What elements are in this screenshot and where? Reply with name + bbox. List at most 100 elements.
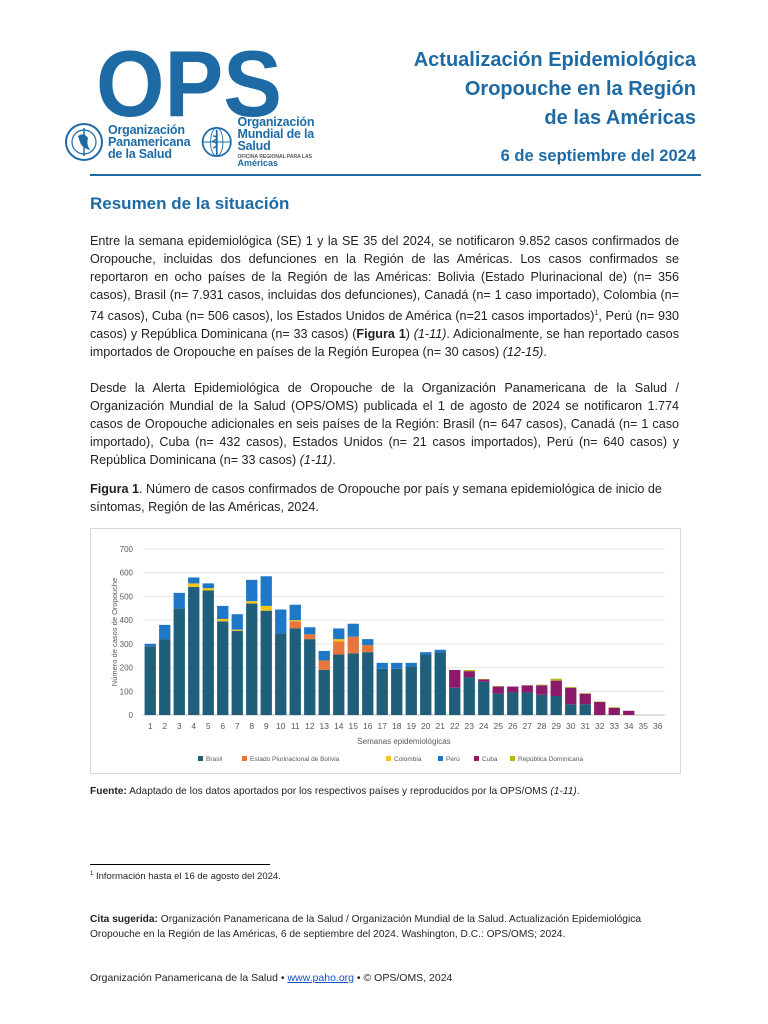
x-tick-label: 36: [653, 721, 663, 731]
bar-segment: [420, 654, 432, 715]
bar-segment: [347, 623, 359, 637]
bar-segment: [202, 583, 214, 589]
legend-swatch: [386, 756, 391, 761]
legend-swatch: [438, 756, 443, 761]
legend-label: Perú: [446, 756, 460, 763]
bar-segment: [463, 677, 475, 715]
x-tick-label: 21: [436, 721, 446, 731]
bar-segment: [304, 634, 316, 640]
bar-segment: [550, 678, 562, 681]
bar-segment: [536, 694, 548, 715]
bar-segment: [144, 643, 156, 647]
ops-logo: OPS: [96, 31, 282, 136]
x-tick-label: 17: [378, 721, 388, 731]
bar-segment: [275, 633, 287, 715]
bar-segment: [362, 639, 374, 646]
legend-label: República Dominicana: [518, 756, 583, 763]
x-tick-label: 13: [320, 721, 330, 731]
paho-website-link[interactable]: www.paho.org: [287, 972, 355, 984]
who-emblem-icon: [201, 127, 232, 157]
legend-label: Estado Plurinacional de Bolivia: [250, 756, 340, 763]
bar-segment: [246, 601, 258, 604]
bar-segment: [507, 686, 519, 693]
page-footer: Organización Panamericana de la Salud • …: [90, 972, 453, 984]
x-tick-label: 5: [206, 721, 211, 731]
x-tick-label: 30: [566, 721, 576, 731]
x-tick-label: 22: [450, 721, 460, 731]
bar-segment: [376, 662, 388, 669]
bar-segment: [260, 605, 272, 611]
figure-reference-link[interactable]: Figura 1: [356, 326, 406, 341]
x-axis-label: Semanas epidemiológicas: [357, 737, 450, 746]
bar-segment: [391, 668, 403, 715]
paragraph-2: Desde la Alerta Epidemiológica de Oropou…: [90, 381, 679, 467]
y-tick-label: 0: [129, 711, 134, 720]
bar-segment: [405, 666, 417, 715]
bar-segment: [347, 653, 359, 715]
legend-label: Brasil: [206, 756, 223, 763]
x-tick-label: 26: [508, 721, 518, 731]
x-tick-label: 29: [552, 721, 562, 731]
legend-swatch: [198, 756, 203, 761]
x-tick-label: 18: [392, 721, 402, 731]
x-tick-label: 34: [624, 721, 634, 731]
y-tick-label: 100: [120, 687, 134, 696]
bar-segment: [521, 692, 533, 715]
bar-segment: [304, 627, 316, 635]
document-date: 6 de septiembre del 2024: [500, 147, 696, 165]
y-axis-label: Número de casos de Oropouche: [110, 578, 119, 686]
x-tick-label: 12: [305, 721, 315, 731]
x-tick-label: 31: [581, 721, 591, 731]
bar-segment: [565, 687, 577, 688]
who-logo: Organización Mundial de la Salud OFICINA…: [200, 116, 340, 168]
bar-segment: [173, 592, 185, 609]
bar-segment: [144, 646, 156, 715]
bar-segment: [376, 668, 388, 715]
section-title: Resumen de la situación: [90, 194, 290, 213]
bar-segment: [420, 652, 432, 655]
bar-segment: [217, 605, 229, 619]
y-tick-label: 400: [120, 616, 134, 625]
bar-segment: [231, 629, 243, 631]
document-title: Actualización Epidemiológica Oropouche e…: [413, 49, 696, 129]
bar-segment: [260, 610, 272, 715]
y-tick-label: 300: [120, 640, 134, 649]
paragraph-1: Entre la semana epidemiológica (SE) 1 y …: [90, 234, 680, 359]
bar-segment: [188, 583, 200, 587]
bar-segment: [289, 628, 301, 715]
y-tick-label: 200: [120, 664, 134, 673]
bar-segment: [217, 621, 229, 715]
x-tick-label: 24: [479, 721, 489, 731]
bar-segment: [188, 577, 200, 584]
x-tick-label: 27: [523, 721, 533, 731]
bar-segment: [275, 609, 287, 634]
bar-segment: [565, 704, 577, 715]
bar-segment: [333, 641, 345, 655]
bar-segment: [246, 579, 258, 602]
x-tick-label: 2: [162, 721, 167, 731]
bar-segment: [173, 608, 185, 715]
bar-segment: [246, 603, 258, 715]
bar-segment: [391, 662, 403, 669]
bar-segment: [188, 586, 200, 715]
bar-segment: [289, 621, 301, 629]
x-tick-label: 3: [177, 721, 182, 731]
bar-segment: [507, 692, 519, 715]
x-tick-label: 10: [276, 721, 286, 731]
bar-segment: [405, 662, 417, 667]
bar-segment: [333, 654, 345, 715]
bar-segment: [594, 701, 606, 715]
bar-segment: [449, 687, 461, 715]
bar-segment: [333, 639, 345, 642]
bar-segment: [521, 685, 533, 693]
x-tick-label: 6: [220, 721, 225, 731]
x-tick-label: 16: [363, 721, 373, 731]
bar-segment: [579, 704, 591, 715]
bar-segment: [449, 669, 461, 688]
bar-segment: [478, 681, 490, 715]
paho-logo: Organización Panamericana de la Salud: [64, 120, 194, 164]
bar-segment: [362, 645, 374, 653]
bar-segment: [318, 650, 330, 661]
bar-segment: [318, 660, 330, 670]
